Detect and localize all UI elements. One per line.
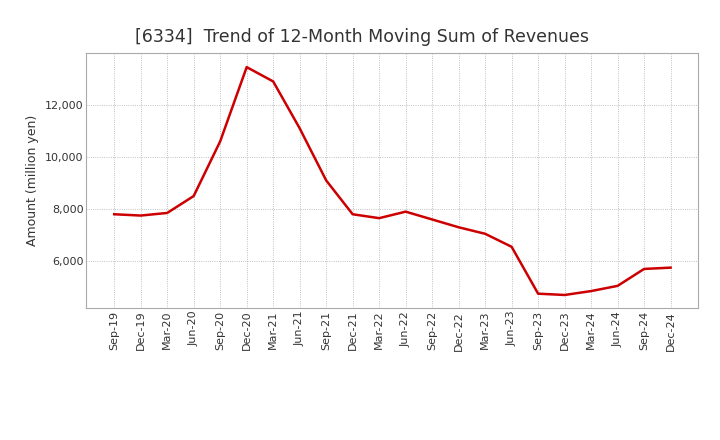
Y-axis label: Amount (million yen): Amount (million yen): [27, 115, 40, 246]
Text: [6334]  Trend of 12-Month Moving Sum of Revenues: [6334] Trend of 12-Month Moving Sum of R…: [135, 28, 590, 46]
